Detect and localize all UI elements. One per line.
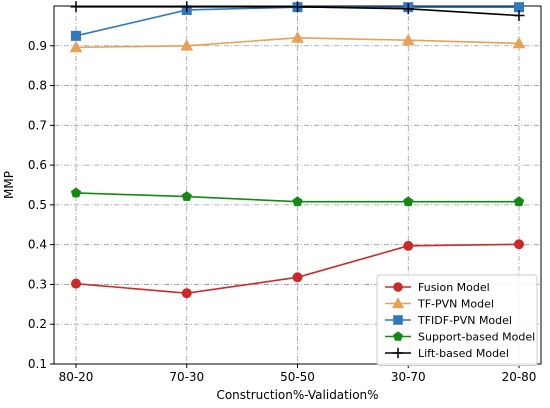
data-point [180, 39, 194, 51]
data-point [292, 272, 303, 283]
data-point [402, 3, 414, 15]
data-point [181, 191, 192, 201]
legend-marker [393, 331, 403, 341]
y-tick-label: 0.5 [28, 198, 47, 212]
x-tick-label: 70-30 [169, 370, 204, 384]
legend-marker [391, 297, 405, 309]
data-point [513, 196, 525, 207]
series-group [69, 1, 526, 299]
data-point [401, 33, 415, 46]
x-tick-label: 20-80 [502, 370, 537, 384]
axis-ticks: 80-20 70-30 50-50 30-70 20-80 0.1 0.2 0.3 0.4 0.5… [28, 39, 537, 384]
legend-label: TFIDF-PVN Model [417, 314, 512, 327]
legend-item: Fusion Model [385, 281, 490, 294]
y-tick-label: 0.3 [28, 277, 47, 291]
data-point [514, 239, 524, 250]
series-support-based-model [70, 187, 525, 207]
series-fusion-model [71, 239, 524, 299]
legend-label: TF-PVN Model [417, 298, 494, 311]
legend-label: Lift-based Model [418, 347, 509, 360]
legend: Fusion Model TF-PVN Model TFIDF-PVN Model S… [376, 274, 538, 366]
data-point [181, 288, 192, 299]
legend-box [376, 274, 538, 366]
data-point [291, 31, 304, 43]
legend-item: Lift-based Model [385, 347, 509, 360]
legend-marker [393, 282, 403, 292]
legend-item: TFIDF-PVN Model [385, 314, 512, 327]
data-point [403, 196, 414, 207]
x-tick-label: 30-70 [391, 370, 426, 384]
series-tf-pvn-model [69, 31, 526, 53]
x-axis-label: Construction%-Validation% [216, 388, 378, 402]
y-tick-label: 0.1 [28, 357, 47, 371]
data-point [71, 30, 81, 41]
legend-label: Fusion Model [418, 281, 490, 294]
data-point [181, 1, 193, 13]
data-point [70, 1, 82, 13]
y-tick-label: 0.8 [28, 79, 47, 93]
y-tick-label: 0.2 [28, 317, 47, 331]
x-tick-label: 80-20 [59, 370, 94, 384]
x-tick-label: 50-50 [280, 370, 315, 384]
legend-label: Support-based Model [418, 331, 535, 344]
data-point [292, 196, 303, 207]
data-point [513, 10, 525, 22]
data-point [512, 36, 526, 49]
y-tick-label: 0.7 [28, 118, 47, 132]
legend-marker [392, 347, 404, 359]
data-point [69, 40, 83, 53]
data-point [70, 187, 82, 198]
y-axis-label: MMP [2, 171, 16, 199]
legend-marker [393, 315, 403, 325]
data-point [292, 1, 303, 13]
y-tick-label: 0.9 [28, 39, 47, 53]
y-tick-label: 0.4 [28, 238, 47, 252]
data-point [71, 278, 81, 289]
series-lift-based-model [70, 1, 525, 22]
y-tick-label: 0.6 [28, 158, 47, 172]
data-point [403, 240, 414, 251]
legend-item: TF-PVN Model [385, 297, 494, 311]
legend-item: Support-based Model [385, 331, 535, 344]
